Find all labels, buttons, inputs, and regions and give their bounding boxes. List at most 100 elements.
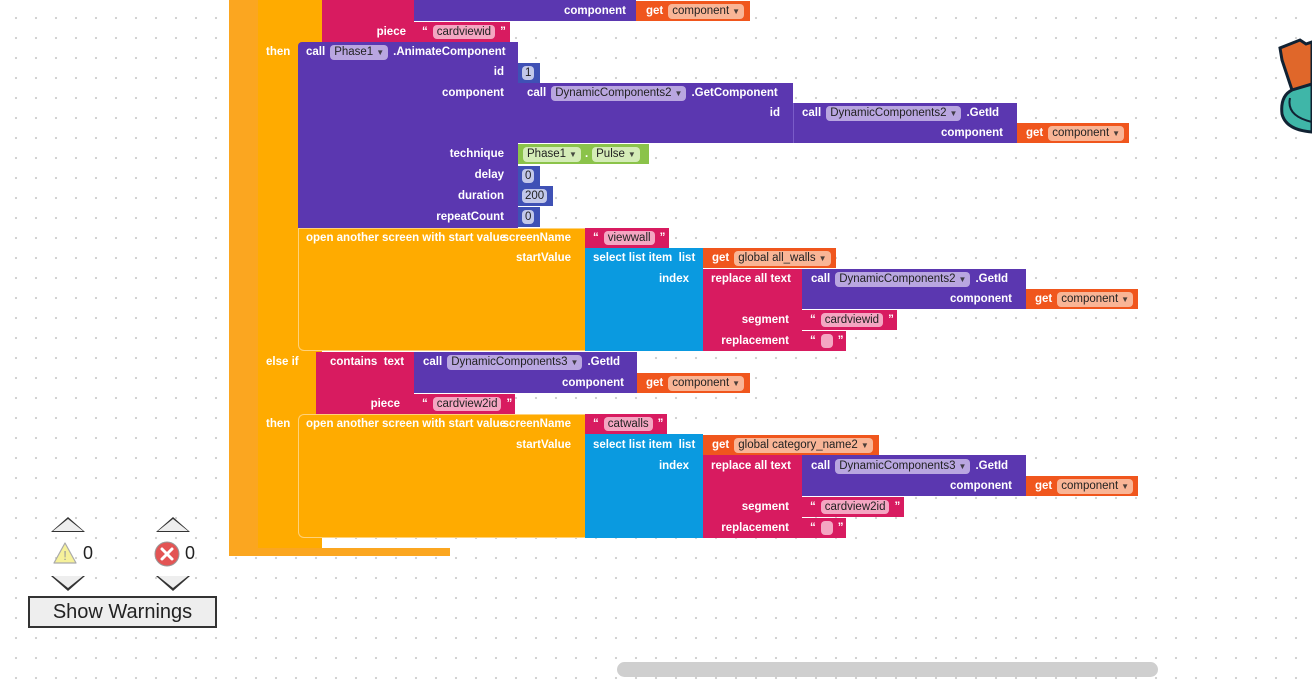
variable-dropdown[interactable]: component ▼ (668, 3, 745, 19)
number-value[interactable]: 0 (522, 169, 535, 183)
number-block-repeatcount[interactable]: 0 (518, 207, 540, 227)
index-label: index (658, 273, 689, 285)
quote-close: ” (837, 522, 844, 534)
replace-all-text-block[interactable] (703, 455, 802, 538)
get-component-block[interactable]: get component ▼ (636, 1, 750, 21)
text-value[interactable] (820, 521, 833, 535)
get-component-block[interactable]: get component ▼ (1026, 289, 1138, 309)
technique-dropdown[interactable]: Pulse ▼ (592, 146, 640, 162)
get-keyword: get (712, 439, 730, 451)
animate-component-block[interactable] (298, 42, 518, 228)
variable-dropdown[interactable]: component ▼ (1048, 125, 1125, 141)
variable-name: component (1061, 292, 1119, 305)
then-label-2: then (266, 418, 291, 430)
text-block-replacement[interactable]: “” (802, 518, 846, 538)
number-value[interactable]: 1 (522, 66, 535, 80)
number-value[interactable]: 0 (522, 210, 535, 224)
text-value[interactable]: cardviewid (432, 25, 496, 39)
method-name: .GetId (975, 273, 1009, 285)
show-warnings-button[interactable]: Show Warnings (28, 596, 217, 628)
list-label: list (678, 439, 696, 451)
text-block-viewwall[interactable]: “ viewwall ” (585, 228, 669, 248)
quote-close: ” (657, 418, 664, 430)
variable-dropdown[interactable]: component ▼ (1057, 478, 1134, 494)
then-label: then (266, 46, 291, 58)
open-screen-label: open another screen with start value (306, 418, 507, 430)
number-block-duration[interactable]: 200 (518, 186, 553, 206)
outer-control-block[interactable] (229, 0, 259, 556)
quote-close: ” (837, 335, 844, 347)
select-list-item-block[interactable] (585, 248, 703, 351)
call-keyword: call (423, 356, 443, 368)
get-component-block[interactable]: get component ▼ (1026, 476, 1138, 496)
open-another-screen-block[interactable] (298, 414, 585, 538)
text-block-cardview2id[interactable]: “ cardview2id ” (414, 394, 515, 414)
text-block-cardviewid[interactable]: “ cardviewid ” (414, 22, 510, 42)
contains-text-block[interactable] (322, 0, 414, 42)
number-block-id[interactable]: 1 (518, 63, 540, 83)
quote-open: “ (810, 335, 816, 347)
replace-all-text-block[interactable] (703, 269, 802, 351)
component-dropdown[interactable]: DynamicComponents2 ▼ (551, 85, 687, 101)
call-keyword: call (306, 46, 326, 58)
next-error-arrow-icon[interactable] (156, 576, 190, 591)
screenname-label: screenName (502, 232, 571, 244)
number-value[interactable]: 200 (522, 189, 548, 203)
get-global-all-walls-block[interactable]: get global all_walls ▼ (703, 248, 836, 268)
next-warning-arrow-icon[interactable] (51, 576, 85, 591)
contains-text-label: contains text (330, 352, 404, 372)
dropdown-arrow-icon: ▼ (1112, 128, 1121, 138)
dropdown-arrow-icon: ▼ (1121, 481, 1130, 491)
getid-header: call DynamicComponents2 ▼ .GetId (811, 269, 1008, 289)
select-list-item-label: select list item list (593, 435, 695, 455)
text-block-replacement[interactable]: “” (802, 331, 846, 351)
component-dropdown[interactable]: Phase1 ▼ (523, 146, 581, 162)
component-name: DynamicComponents2 (839, 272, 956, 285)
text-block-segment[interactable]: “ cardviewid ” (802, 310, 897, 330)
text-block-catwalls[interactable]: “ catwalls ” (585, 414, 667, 434)
select-list-item-block[interactable] (585, 434, 703, 538)
horizontal-scrollbar[interactable] (617, 662, 1158, 677)
call-keyword: call (811, 460, 831, 472)
number-block-delay[interactable]: 0 (518, 166, 540, 186)
variable-dropdown[interactable]: global category_name2 ▼ (734, 437, 873, 453)
previous-warning-arrow-icon[interactable] (51, 517, 85, 532)
component-name: DynamicComponents2 (830, 106, 947, 119)
quote-open: “ (593, 418, 599, 430)
backpack-mascot-icon[interactable] (1276, 36, 1312, 136)
component-dropdown[interactable]: DynamicComponents2 ▼ (826, 105, 962, 121)
call-keyword: call (802, 107, 822, 119)
text-value[interactable]: cardviewid (820, 313, 884, 327)
variable-dropdown[interactable]: global all_walls ▼ (734, 250, 831, 266)
get-component-block[interactable]: get component ▼ (1017, 123, 1129, 143)
previous-error-arrow-icon[interactable] (156, 517, 190, 532)
get-keyword: get (712, 252, 730, 264)
variable-dropdown[interactable]: component ▼ (1057, 291, 1134, 307)
select-list-item-label: select list item list (593, 248, 695, 268)
get-component-block[interactable]: get component ▼ (637, 373, 750, 393)
text-value[interactable]: viewwall (603, 231, 655, 245)
quote-open: “ (422, 398, 428, 410)
text-value[interactable]: cardview2id (432, 397, 502, 411)
dropdown-arrow-icon: ▼ (732, 6, 741, 16)
component-dropdown[interactable]: DynamicComponents2 ▼ (835, 271, 971, 287)
error-icon (154, 541, 180, 567)
text-label: text (383, 356, 405, 368)
open-another-screen-block[interactable] (298, 228, 585, 351)
dot: . (584, 148, 589, 160)
text-value[interactable]: catwalls (603, 417, 653, 431)
text-block-segment[interactable]: “ cardview2id ” (802, 497, 904, 517)
variable-dropdown[interactable]: component ▼ (668, 375, 745, 391)
text-value[interactable]: cardview2id (820, 500, 890, 514)
component-dropdown[interactable]: Phase1 ▼ (330, 44, 389, 60)
text-value[interactable] (820, 334, 833, 348)
getid-block[interactable] (414, 0, 636, 21)
contains-text-block[interactable] (316, 352, 414, 414)
component-name: DynamicComponents2 (555, 86, 672, 99)
component-dropdown[interactable]: DynamicComponents3 ▼ (835, 458, 971, 474)
technique-helper-block[interactable]: Phase1 ▼. Pulse ▼ (518, 144, 649, 164)
dropdown-arrow-icon: ▼ (949, 108, 958, 118)
component-dropdown[interactable]: DynamicComponents3 ▼ (447, 354, 583, 370)
get-keyword: get (1035, 293, 1053, 305)
get-global-category-name2-block[interactable]: get global category_name2 ▼ (703, 435, 879, 455)
